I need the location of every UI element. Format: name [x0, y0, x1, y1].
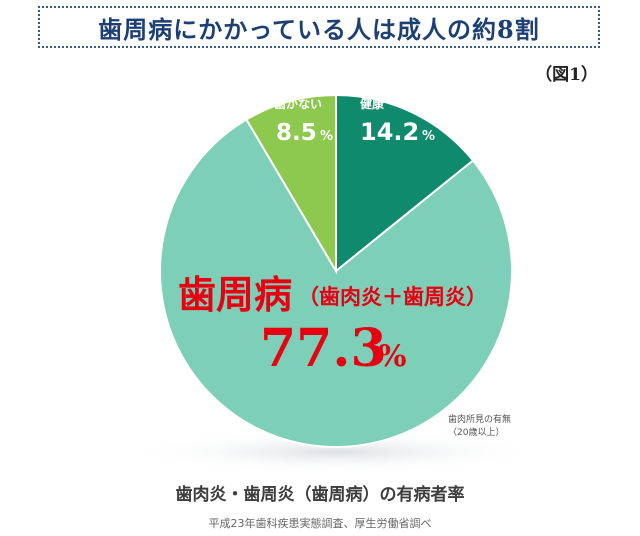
label-healthy: 健康 — [360, 96, 385, 111]
note-line2: （20歳以上） — [448, 426, 504, 438]
chart-caption: 歯肉炎・歯周炎（歯周病）の有病者率 — [175, 485, 465, 505]
label-no-teeth: 歯がない — [274, 96, 322, 111]
pie-shadow — [126, 430, 546, 474]
figure-label: （図1） — [535, 65, 598, 85]
page-title: 歯周病にかかっている人は成人の約8割 — [38, 6, 600, 48]
value-healthy: 14.2 — [360, 118, 419, 146]
slice-periodontal — [159, 118, 513, 448]
percent-healthy: % — [422, 129, 435, 144]
percent-no-teeth: % — [320, 129, 333, 144]
chart-source: 平成23年歯科疾患実態調査、厚生労働省調べ — [208, 517, 432, 530]
percent-periodontal: % — [378, 339, 407, 374]
value-periodontal: 77.3 — [260, 318, 387, 379]
slice-healthy — [335, 93, 475, 274]
value-no-teeth: 8.5 — [276, 120, 317, 146]
label-periodontal: 歯周病 — [178, 272, 292, 317]
note-line1: 歯肉所見の有無 — [448, 413, 511, 425]
label-periodontal-detail: （歯肉炎＋歯周炎） — [298, 284, 487, 309]
slice-no-teeth — [245, 93, 337, 275]
